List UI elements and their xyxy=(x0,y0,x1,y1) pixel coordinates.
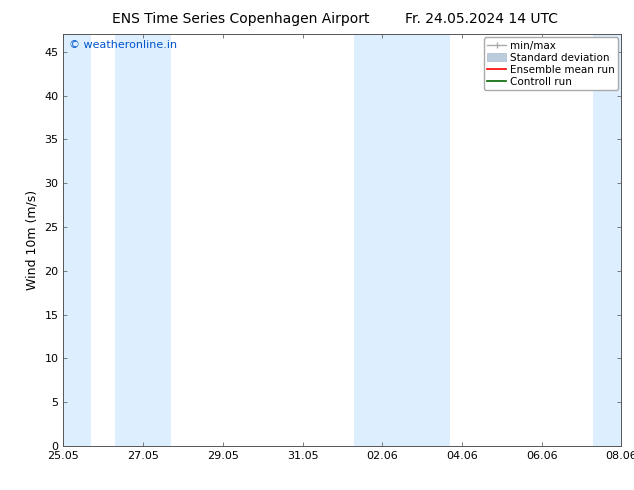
Bar xyxy=(63,34,91,446)
Text: Fr. 24.05.2024 14 UTC: Fr. 24.05.2024 14 UTC xyxy=(405,12,559,26)
Text: © weatheronline.in: © weatheronline.in xyxy=(69,41,177,50)
Legend: min/max, Standard deviation, Ensemble mean run, Controll run: min/max, Standard deviation, Ensemble me… xyxy=(484,37,618,90)
Bar xyxy=(354,34,450,446)
Y-axis label: Wind 10m (m/s): Wind 10m (m/s) xyxy=(26,190,39,290)
Bar xyxy=(593,34,621,446)
Bar xyxy=(115,34,171,446)
Text: ENS Time Series Copenhagen Airport: ENS Time Series Copenhagen Airport xyxy=(112,12,370,26)
